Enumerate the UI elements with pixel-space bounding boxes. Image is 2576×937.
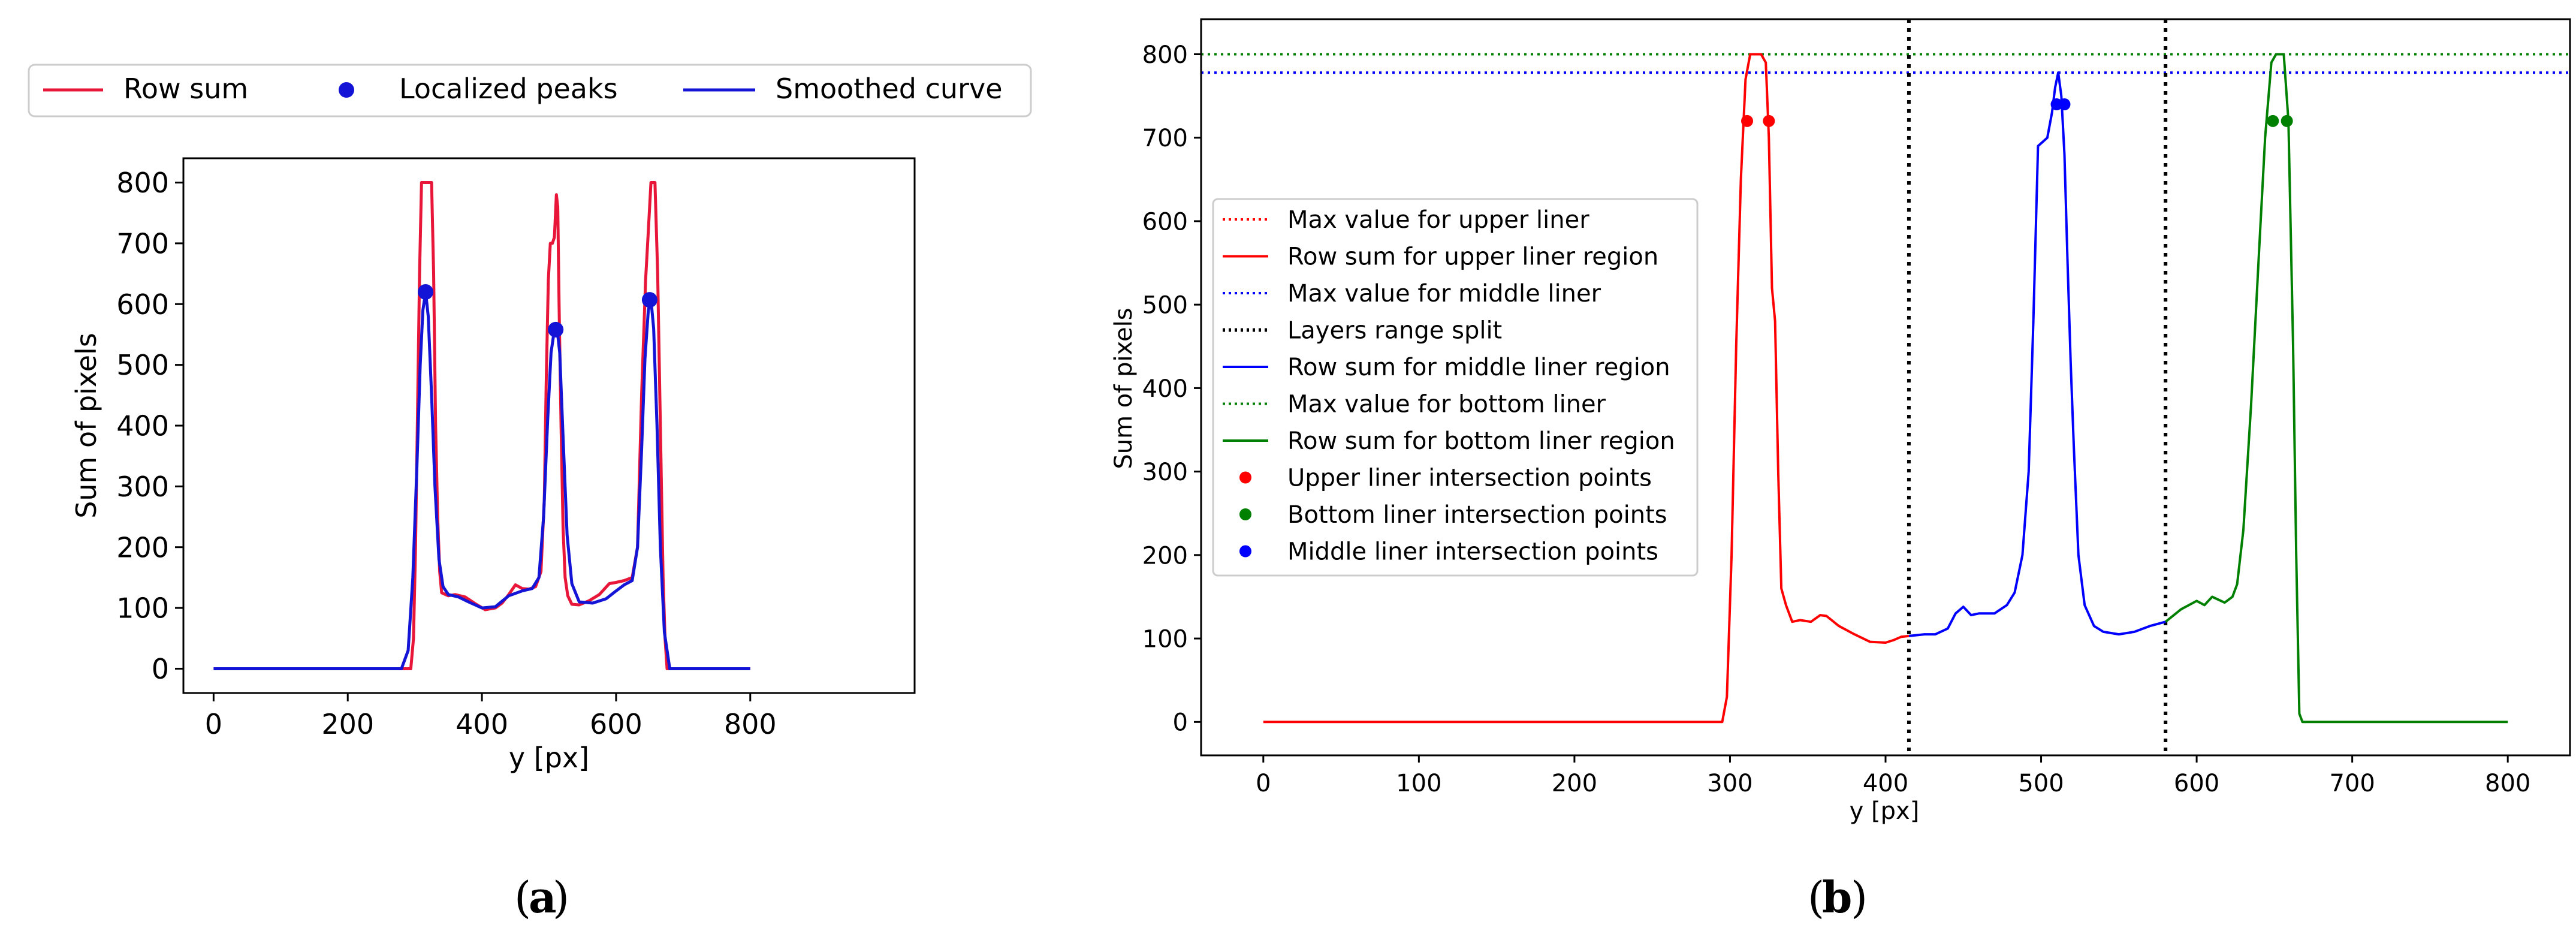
- panel-b-y-tick-label: 100: [1142, 625, 1188, 653]
- panel-b-x-tick-label: 800: [2485, 770, 2530, 797]
- panel-a-x-tick-label: 400: [456, 708, 508, 740]
- series-row-sum-for-middle-liner-region: [1908, 71, 2166, 637]
- marker-localized-peaks: [418, 284, 434, 300]
- panel-b-y-tick-label: 300: [1142, 459, 1188, 486]
- legend-label-row-sum-for-bottom-liner-region: Row sum for bottom liner region: [1287, 427, 1675, 455]
- panel-b-y-tick-label: 200: [1142, 542, 1188, 570]
- panel-b-legend-box: [1212, 198, 1699, 577]
- marker-middle-liner-intersection-points: [2058, 98, 2071, 111]
- panel-b-x-tick-label: 500: [2018, 770, 2064, 797]
- marker-localized-peaks: [641, 292, 657, 308]
- panel-b-caption: ( b ): [1808, 872, 1868, 923]
- marker-bottom-liner-intersection-points: [2281, 115, 2293, 127]
- legend-swatch-localized-peaks: [339, 82, 354, 98]
- panel-a-y-tick-label: 700: [116, 227, 169, 260]
- legend-label-row-sum-for-upper-liner-region: Row sum for upper liner region: [1287, 243, 1658, 271]
- panel-b-x-tick-label: 600: [2174, 770, 2219, 797]
- marker-upper-liner-intersection-points: [1741, 115, 1754, 127]
- panel-b-x-tick-label: 200: [1552, 770, 1597, 797]
- panel-a-caption-close: ): [553, 872, 569, 923]
- panel-a-plot: 0 200 400 600 800 0 100 200 300 400 500 600 700 800: [116, 167, 776, 740]
- marker-localized-peaks: [548, 321, 564, 338]
- legend-label-layers-range-split: Layers range split: [1287, 317, 1502, 345]
- legend-label-localized-peaks: Localized peaks: [399, 73, 618, 105]
- legend-swatch-upper-liner-intersection-points: [1239, 471, 1251, 484]
- legend-label-bottom-liner-intersection-points: Bottom liner intersection points: [1287, 501, 1667, 529]
- series-row-sum-for-bottom-liner-region: [2164, 53, 2508, 724]
- panel-b-y-axis-label: Sum of pixels: [1110, 308, 1138, 469]
- legend-label-row-sum-for-middle-liner-region: Row sum for middle liner region: [1287, 354, 1670, 381]
- panel-b-x-tick-label: 400: [1863, 770, 1908, 797]
- legend-label-max-value-for-middle-liner: Max value for middle liner: [1287, 280, 1601, 308]
- panel-a-x-axis-label: y [px]: [509, 742, 589, 774]
- panel-b-axes-frame: [1200, 18, 2571, 757]
- panel-b-x-tick-label: 700: [2329, 770, 2375, 797]
- legend-label-row-sum: Row sum: [123, 73, 248, 105]
- legend-swatch-middle-liner-intersection-points: [1239, 545, 1251, 558]
- series-smoothed-curve: [213, 290, 750, 670]
- panel-a-y-tick-label: 200: [116, 531, 169, 564]
- panel-b-y-tick-label: 0: [1173, 709, 1188, 737]
- panel-a-x-tick-label: 200: [321, 708, 374, 740]
- marker-bottom-liner-intersection-points: [2267, 115, 2279, 127]
- panel-b-y-tick-label: 500: [1142, 292, 1188, 320]
- panel-b-caption-letter: b: [1822, 872, 1852, 923]
- panel-b: 0 100 200 300 400 500 600 700 800 0 100 200 300 400 50…: [1110, 18, 2571, 923]
- series-row-sum-for-upper-liner-region: [1263, 53, 1910, 724]
- panel-a-caption: ( a ): [514, 872, 569, 923]
- panel-b-y-tick-label: 600: [1142, 208, 1188, 236]
- panel-b-y-tick-label: 700: [1142, 125, 1188, 152]
- panel-b-plot: 0 100 200 300 400 500 600 700 800 0 100 200 300 400 50…: [1142, 19, 2570, 797]
- panel-b-caption-close: ): [1851, 872, 1868, 923]
- panel-a-x-tick-label: 0: [205, 708, 222, 740]
- panel-b-x-tick-label: 300: [1707, 770, 1752, 797]
- panel-a: Row sum Localized peaks Smoothed curve 0…: [28, 64, 1032, 923]
- legend-label-max-value-for-bottom-liner: Max value for bottom liner: [1287, 391, 1606, 418]
- panel-b-legend: Max value for upper liner Row sum for upp…: [1212, 198, 1699, 577]
- panel-a-y-tick-label: 500: [116, 349, 169, 381]
- marker-upper-liner-intersection-points: [1763, 115, 1775, 127]
- panel-a-legend-box: [28, 64, 1032, 117]
- panel-b-y-tick-label: 400: [1142, 375, 1188, 403]
- panel-b-y-tick-label: 800: [1142, 41, 1188, 69]
- panel-a-y-tick-label: 600: [116, 288, 169, 321]
- panel-a-y-tick-label: 100: [116, 592, 169, 625]
- panel-a-caption-open: (: [514, 872, 531, 923]
- panel-a-y-axis-label: Sum of pixels: [70, 333, 102, 519]
- series-row-sum: [213, 181, 750, 670]
- panel-b-caption-open: (: [1808, 872, 1824, 923]
- legend-label-upper-liner-intersection-points: Upper liner intersection points: [1287, 465, 1652, 492]
- panel-a-x-tick-label: 800: [724, 708, 777, 740]
- panel-a-x-tick-label: 600: [590, 708, 643, 740]
- panel-a-y-tick-label: 400: [116, 410, 169, 442]
- panel-b-x-tick-label: 100: [1396, 770, 1441, 797]
- panel-a-y-tick-label: 800: [116, 167, 169, 199]
- legend-label-max-value-for-upper-liner: Max value for upper liner: [1287, 206, 1589, 234]
- panel-a-caption-letter: a: [529, 872, 557, 923]
- panel-a-axes-frame: [182, 157, 916, 694]
- legend-label-smoothed-curve: Smoothed curve: [776, 73, 1003, 105]
- panel-a-y-tick-label: 300: [116, 471, 169, 503]
- panel-a-y-tick-label: 0: [152, 653, 169, 685]
- panel-b-x-tick-label: 0: [1256, 770, 1271, 797]
- legend-swatch-bottom-liner-intersection-points: [1239, 508, 1251, 520]
- panel-b-x-axis-label: y [px]: [1850, 797, 1920, 825]
- legend-label-middle-liner-intersection-points: Middle liner intersection points: [1287, 538, 1658, 566]
- panel-a-legend: Row sum Localized peaks Smoothed curve: [28, 64, 1032, 117]
